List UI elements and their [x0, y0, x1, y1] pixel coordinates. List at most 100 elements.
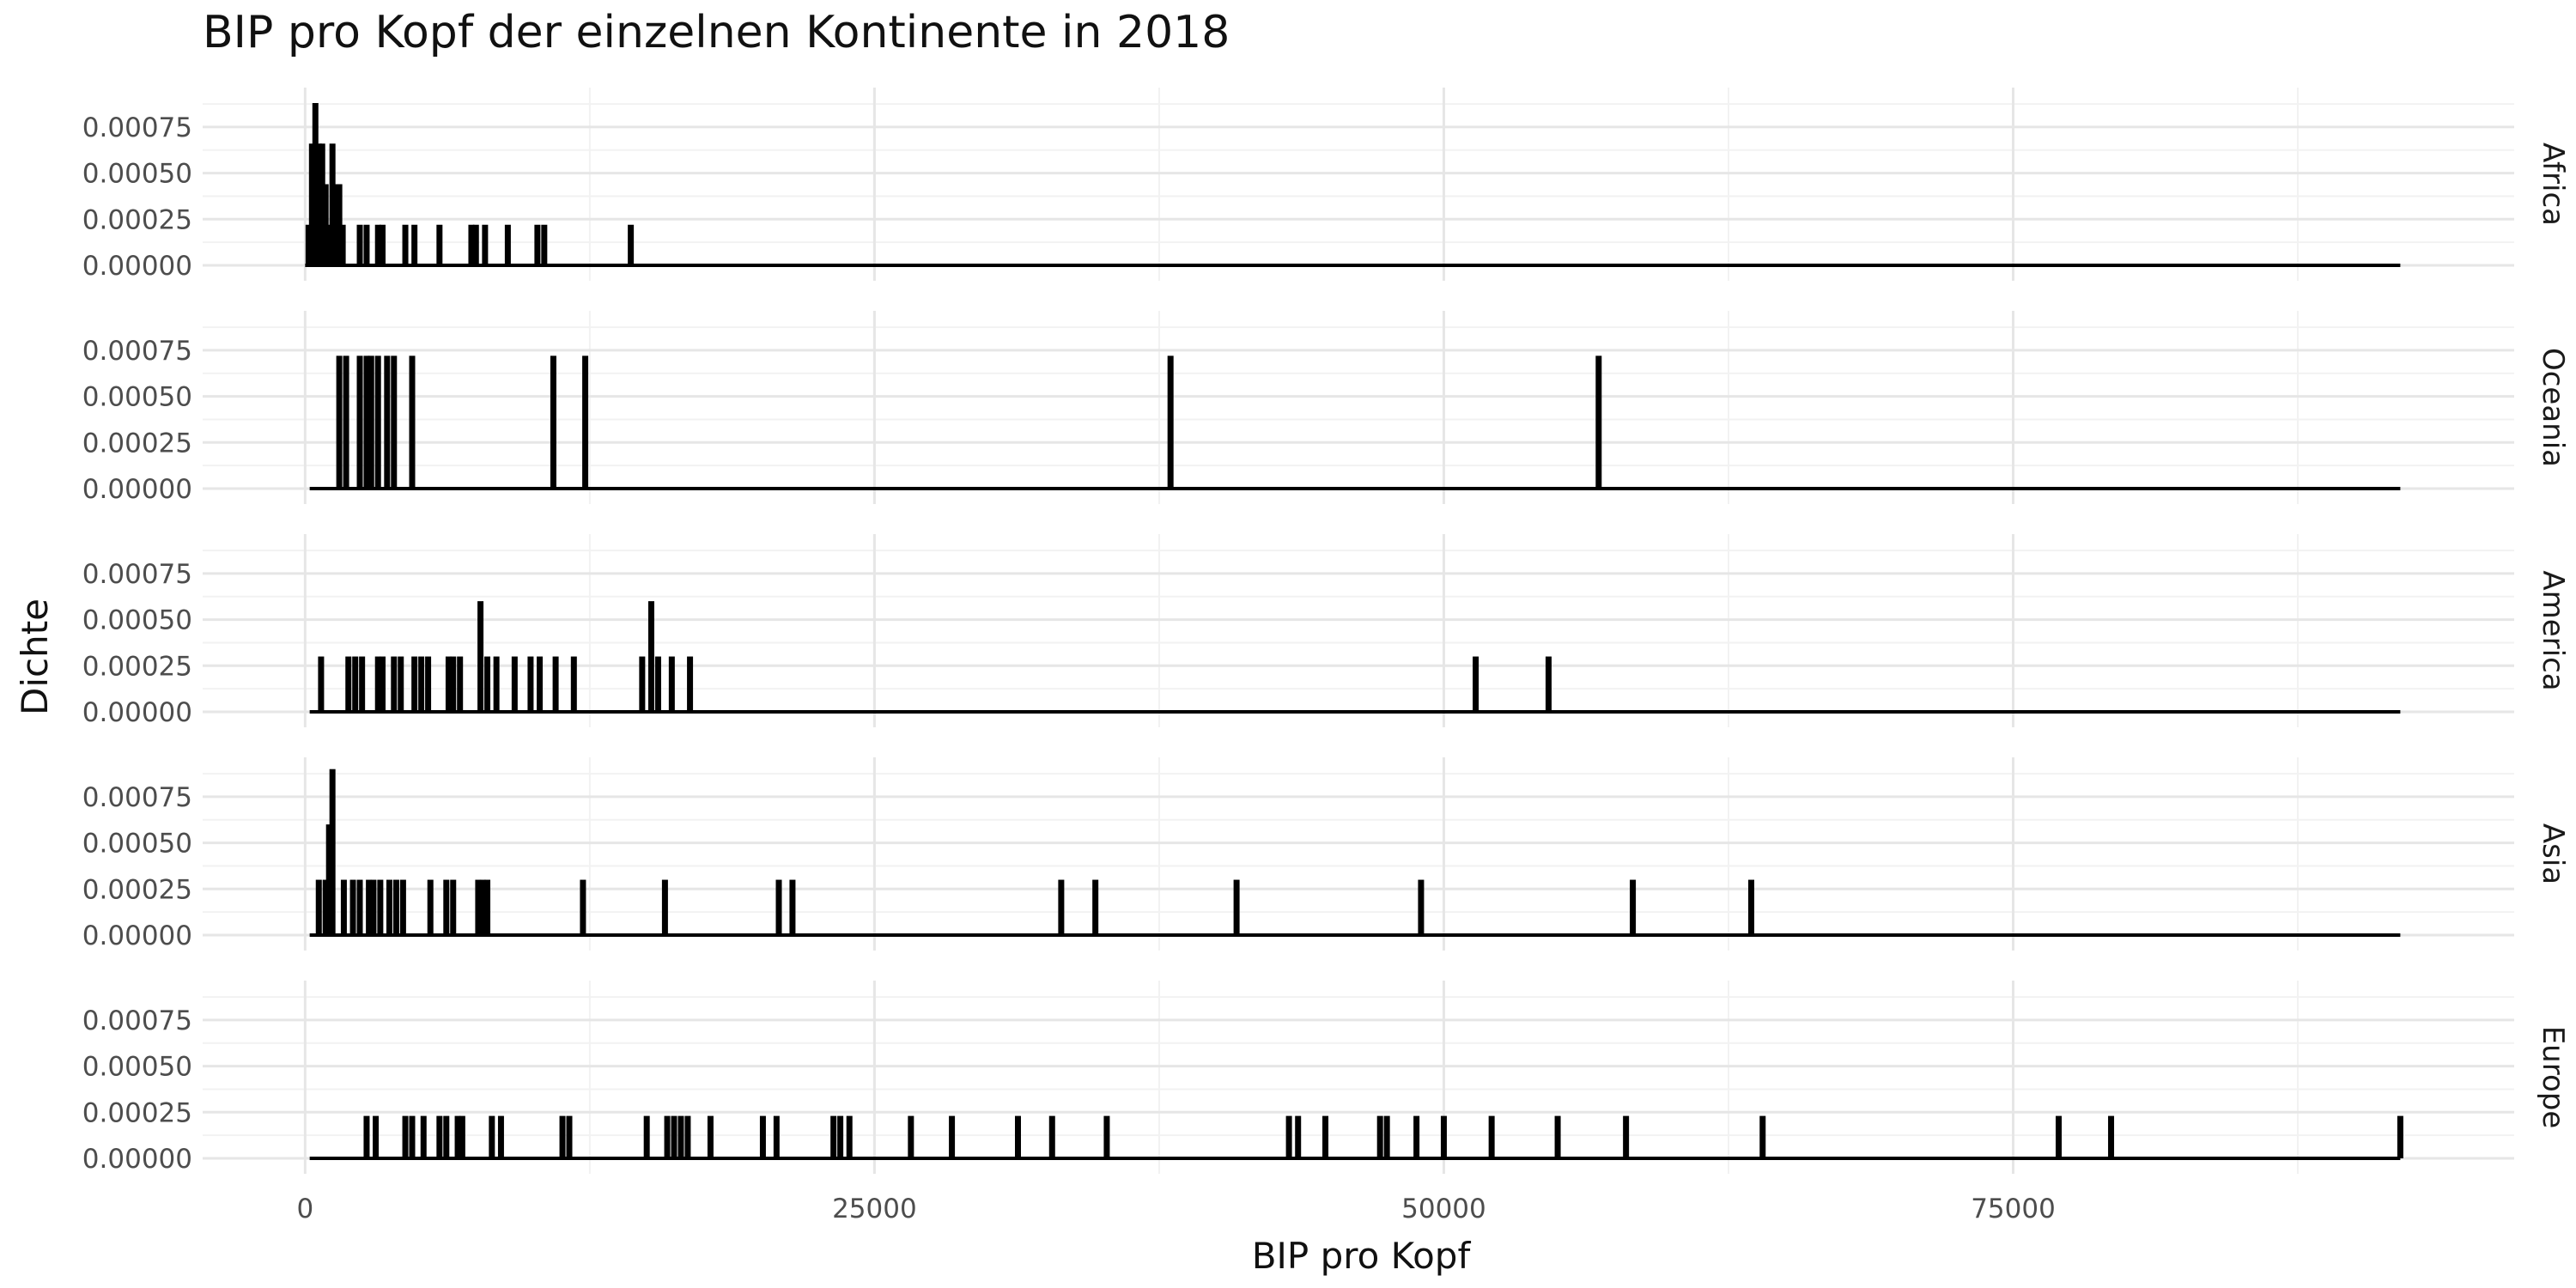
histogram-bar: [319, 143, 325, 265]
histogram-bar: [654, 656, 661, 712]
facet-label-europe: Europe: [2536, 1026, 2570, 1129]
y-tick-label: 0.00050: [82, 605, 192, 636]
histogram-bar: [356, 879, 363, 935]
histogram-bar: [504, 224, 511, 265]
histogram-bar: [392, 879, 399, 935]
histogram-bar: [305, 224, 312, 265]
histogram-bar: [370, 879, 377, 935]
facet-europe: 0.00000 0.00025 0.00050 0.00075 Europe: [82, 981, 2570, 1175]
facet-label-asia: Asia: [2536, 823, 2570, 884]
histogram-bar: [411, 224, 418, 265]
histogram-bar: [497, 1115, 504, 1158]
histogram-bar: [1092, 879, 1099, 935]
histogram-bar: [443, 1115, 450, 1158]
histogram-bar: [349, 879, 356, 935]
histogram-bar: [1595, 355, 1602, 489]
histogram-bar: [559, 1115, 566, 1158]
histogram-bar: [493, 656, 500, 712]
y-tick-label: 0.00000: [82, 251, 192, 282]
histogram-bar: [315, 143, 322, 265]
histogram-bar: [1623, 1115, 1630, 1158]
histogram-bar: [1473, 656, 1479, 712]
histogram-bar: [436, 224, 443, 265]
histogram-bar: [566, 1115, 573, 1158]
histogram-bar: [511, 656, 518, 712]
histogram-bar: [1103, 1115, 1110, 1158]
histogram-bar: [477, 601, 484, 712]
histogram-bar: [541, 224, 548, 265]
y-tick-label: 0.00050: [82, 159, 192, 190]
histogram-bar: [374, 355, 381, 489]
facet-africa: 0.00000 0.00025 0.00050 0.00075 Africa: [82, 88, 2570, 282]
histogram-bar: [484, 656, 491, 712]
histogram-bar: [380, 656, 386, 712]
histogram-bar: [343, 355, 349, 489]
histogram-bar: [345, 656, 352, 712]
histogram-bar: [315, 879, 322, 935]
histogram-bar: [1545, 656, 1552, 712]
histogram-bar: [1058, 879, 1065, 935]
histogram-bar: [1383, 1115, 1390, 1158]
histogram-bar: [759, 1115, 766, 1158]
histogram-bar: [552, 656, 559, 712]
y-tick-label: 0.00075: [82, 782, 192, 813]
histogram-bar: [450, 656, 457, 712]
y-tick-label: 0.00025: [82, 1097, 192, 1128]
histogram-bar: [399, 879, 406, 935]
histogram-bar: [325, 224, 332, 265]
histogram-bar: [386, 879, 392, 935]
histogram-bar: [664, 1115, 671, 1158]
histogram-bar: [2108, 1115, 2115, 1158]
histogram-bar: [639, 656, 646, 712]
histogram-bar: [1418, 879, 1425, 935]
x-axis: 0 25000 50000 75000: [296, 1194, 2055, 1224]
histogram-bar: [1048, 1115, 1055, 1158]
x-tick-label: 50000: [1401, 1194, 1486, 1224]
histogram-bar: [1167, 355, 1174, 489]
histogram-bar: [1440, 1115, 1447, 1158]
facet-america: 0.00000 0.00025 0.00050 0.00075 America: [82, 534, 2570, 728]
histogram-bar: [527, 656, 534, 712]
histogram-bar: [475, 879, 482, 935]
histogram-bar: [391, 656, 398, 712]
histogram-bar: [1376, 1115, 1383, 1158]
histogram-bar: [537, 656, 544, 712]
histogram-bar: [409, 1115, 416, 1158]
histogram-bar: [707, 1115, 714, 1158]
histogram-bar: [411, 656, 418, 712]
y-tick-label: 0.00000: [82, 920, 192, 951]
histogram-bar: [457, 656, 464, 712]
histogram-bar: [472, 224, 479, 265]
histogram-bar: [1322, 1115, 1329, 1158]
x-tick-label: 25000: [832, 1194, 917, 1224]
facet-label-africa: Africa: [2536, 143, 2570, 226]
facet-asia: 0.00000 0.00025 0.00050 0.00075 Asia: [82, 757, 2570, 951]
histogram-bar: [418, 656, 425, 712]
histogram-bar: [775, 879, 782, 935]
y-tick-label: 0.00050: [82, 382, 192, 413]
histogram-bar: [1295, 1115, 1302, 1158]
histogram-bar: [677, 1115, 684, 1158]
histogram-bar: [427, 879, 434, 935]
histogram-bar: [332, 184, 339, 265]
histogram-bar: [2056, 1115, 2063, 1158]
y-tick-label: 0.00000: [82, 1144, 192, 1175]
histogram-bar: [580, 879, 586, 935]
histogram-bar: [1748, 879, 1755, 935]
histogram-bar: [340, 879, 347, 935]
histogram-bar: [425, 656, 432, 712]
y-tick-label: 0.00075: [82, 336, 192, 367]
y-tick-label: 0.00075: [82, 559, 192, 590]
histogram-bar: [356, 224, 363, 265]
histogram-bar: [436, 1115, 443, 1158]
histogram-bar: [647, 601, 654, 712]
y-tick-label: 0.00075: [82, 1005, 192, 1036]
x-tick-label: 75000: [1971, 1194, 2056, 1224]
histogram-bar: [454, 1115, 461, 1158]
histogram-bar: [443, 879, 450, 935]
y-tick-label: 0.00075: [82, 112, 192, 143]
y-tick-label: 0.00025: [82, 428, 192, 459]
x-tick-label: 0: [296, 1194, 313, 1224]
histogram-bar: [329, 143, 336, 265]
